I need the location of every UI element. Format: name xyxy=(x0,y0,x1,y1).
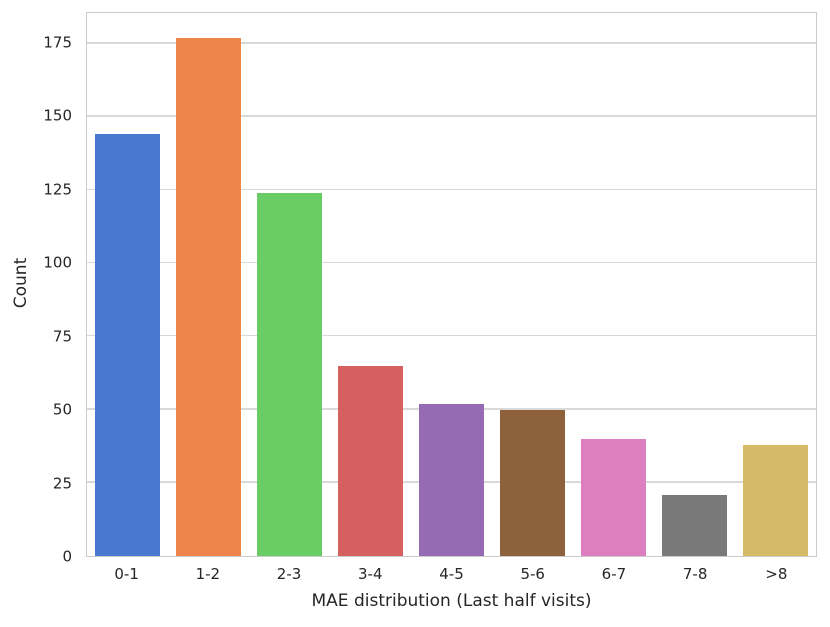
x-tick-label-6-7: 6-7 xyxy=(601,565,627,583)
bar-slot-1-2 xyxy=(168,13,249,556)
y-tick-label-50: 50 xyxy=(52,400,72,419)
bar-slot-6-7 xyxy=(573,13,654,556)
bar-slot-0-1 xyxy=(87,13,168,556)
gridline-y-125 xyxy=(87,188,816,191)
bar-slot->8 xyxy=(735,13,816,556)
bars-container xyxy=(87,13,816,556)
y-tick-label-25: 25 xyxy=(52,474,72,493)
y-tick-label-0: 0 xyxy=(62,547,72,566)
x-axis-label: MAE distribution (Last half visits) xyxy=(311,591,592,611)
gridline-y-100 xyxy=(87,261,816,264)
bar-slot-4-5 xyxy=(411,13,492,556)
x-tick-label-0-1: 0-1 xyxy=(114,565,139,583)
bar-4-5 xyxy=(419,403,484,556)
x-tick-label->8: >8 xyxy=(765,565,788,583)
bar-slot-5-6 xyxy=(492,13,573,556)
plot-area xyxy=(86,12,817,557)
y-axis-tick-labels: 0 25 50 75 100 125 150 175 xyxy=(0,12,72,564)
y-tick-label-75: 75 xyxy=(52,327,72,346)
x-tick-label-5-6: 5-6 xyxy=(520,565,545,583)
bar->8 xyxy=(743,444,808,556)
bar-slot-3-4 xyxy=(330,13,411,556)
bar-slot-2-3 xyxy=(249,13,330,556)
gridline-y-175 xyxy=(87,42,816,44)
x-tick-label-4-5: 4-5 xyxy=(439,565,464,583)
x-tick-label-7-8: 7-8 xyxy=(682,565,708,583)
gridline-y-150 xyxy=(87,115,816,117)
y-tick-label-150: 150 xyxy=(43,106,72,125)
gridline-y-75 xyxy=(87,334,816,337)
bar-2-3 xyxy=(257,193,322,556)
bar-7-8 xyxy=(662,494,727,556)
x-axis-tick-labels: 0-1 1-2 2-3 3-4 4-5 5-6 6-7 7-8 >8 xyxy=(86,564,817,584)
y-tick-label-175: 175 xyxy=(43,33,72,52)
bar-0-1 xyxy=(95,134,160,556)
bar-6-7 xyxy=(581,438,646,556)
bar-1-2 xyxy=(176,37,241,556)
x-tick-label-3-4: 3-4 xyxy=(358,565,383,583)
x-tick-label-2-3: 2-3 xyxy=(276,565,302,583)
y-tick-label-125: 125 xyxy=(43,180,72,199)
bar-3-4 xyxy=(338,365,403,556)
bar-5-6 xyxy=(500,409,565,556)
y-tick-label-100: 100 xyxy=(43,253,72,272)
x-tick-label-1-2: 1-2 xyxy=(195,565,221,583)
bar-slot-7-8 xyxy=(654,13,735,556)
